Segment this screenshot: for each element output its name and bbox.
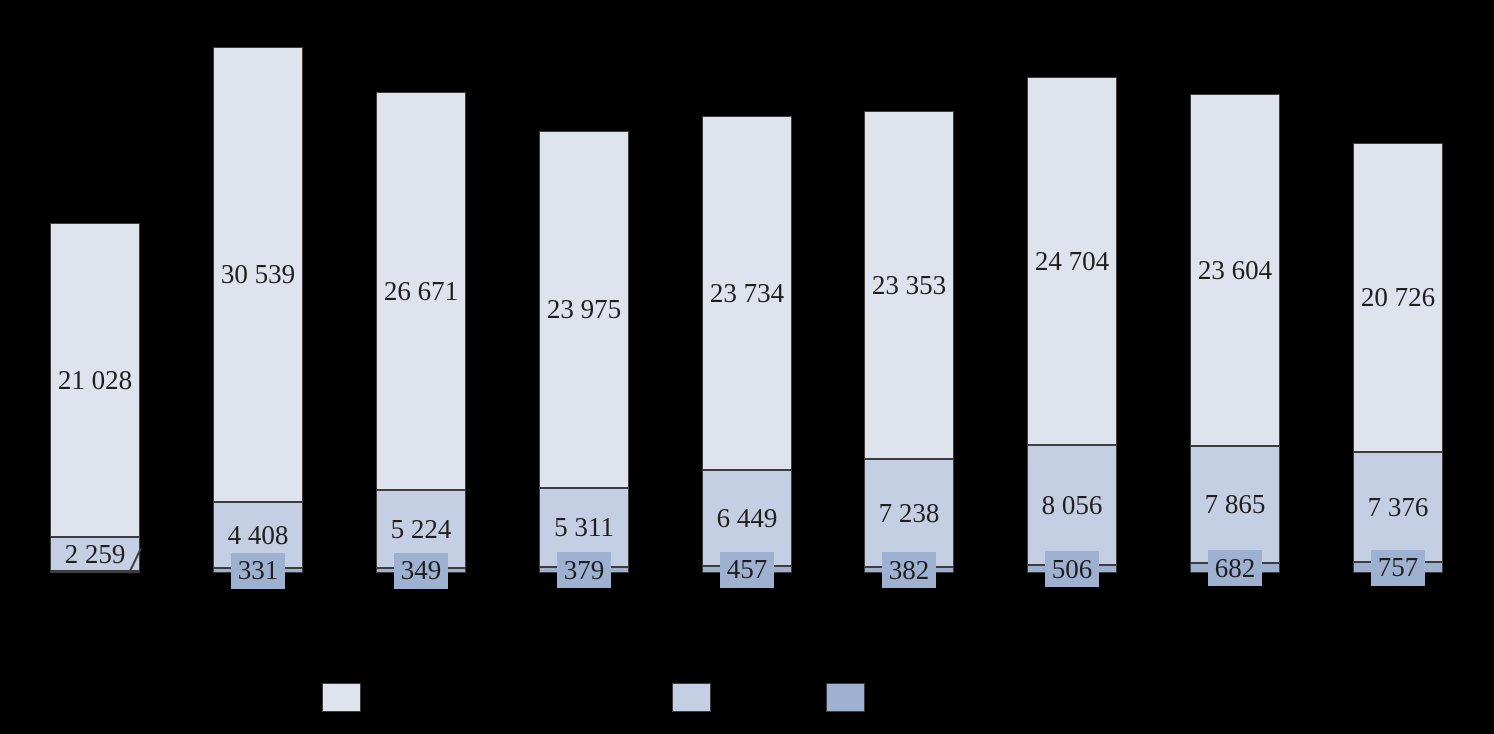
bar-3-segment-top — [376, 92, 466, 490]
bar-1-segment-middle — [50, 537, 140, 571]
bar-7-bottom-value: 506 — [1045, 551, 1099, 587]
bar-5-bottom-value: 457 — [720, 552, 774, 588]
bar-8-bottom-value: 682 — [1208, 550, 1262, 586]
legend-swatch-3 — [826, 683, 865, 712]
bar-4-bottom-value: 379 — [557, 552, 611, 588]
legend-swatch-1 — [322, 683, 361, 712]
legend — [0, 670, 1494, 730]
bar-2-segment-top — [213, 47, 303, 502]
bar-6-segment-middle — [864, 459, 954, 567]
bar-9-bottom-value: 757 — [1371, 550, 1425, 586]
bar-5-segment-top — [702, 116, 792, 470]
bar-7-segment-middle — [1027, 445, 1117, 565]
bar-2-bottom-value: 331 — [231, 553, 285, 589]
bar-8-segment-top — [1190, 94, 1280, 446]
bar-6-segment-top — [864, 111, 954, 459]
bar-1-segment-top — [50, 223, 140, 537]
bar-9-segment-middle — [1353, 452, 1443, 562]
bar-4-segment-top — [539, 131, 629, 488]
bar-3-bottom-value: 349 — [394, 553, 448, 589]
bar-7-segment-top — [1027, 77, 1117, 445]
legend-swatch-2 — [672, 683, 711, 712]
bar-1-segment-bottom — [50, 571, 140, 573]
bar-9-segment-top — [1353, 143, 1443, 452]
chart-canvas: 21 0282 25930 5394 40833126 6715 2243492… — [0, 0, 1494, 734]
bar-6-bottom-value: 382 — [882, 552, 936, 588]
plot-area: 21 0282 25930 5394 40833126 6715 2243492… — [0, 0, 1494, 734]
bar-8-segment-middle — [1190, 446, 1280, 563]
